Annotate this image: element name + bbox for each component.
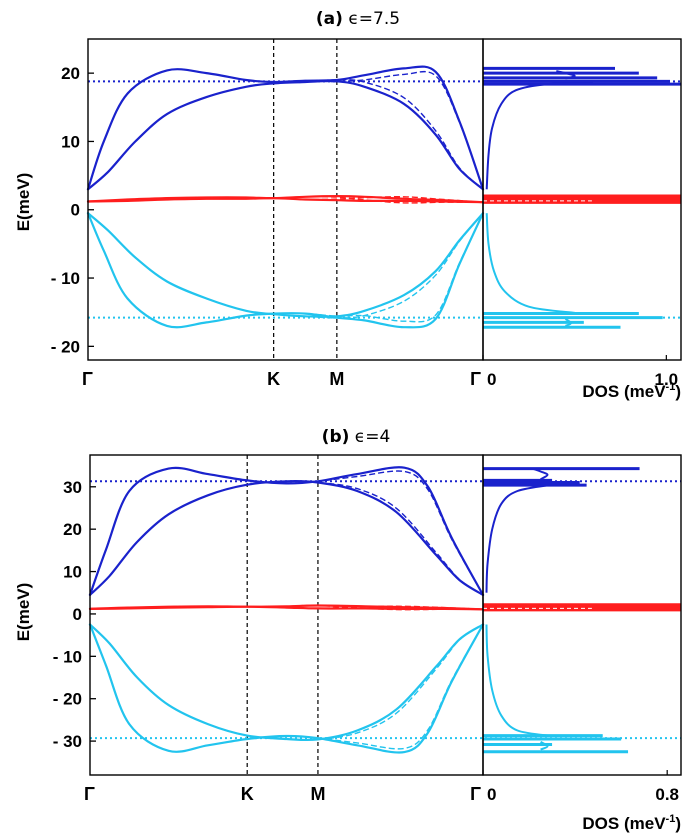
panel-a-dos-curve-2 [485, 213, 575, 314]
panel-a-y-ticks: 20 10 0 - 10 - 20 [51, 64, 94, 356]
panel-b-band-frame [89, 454, 484, 776]
panel-a-band-lower-4-dashed [87, 212, 484, 328]
panel-b-band-lower-5 [88, 623, 485, 742]
panel-b-dos-curve-2 [485, 624, 553, 737]
panel-a-y-axis-label: E(meV) [14, 173, 33, 232]
panel-b-k-label-Γ: Γ [84, 784, 95, 804]
panel-b-dos-curve-0 [485, 483, 553, 593]
panel-b-y-tick-label: 20 [63, 520, 82, 539]
panel-b-y-ticks: 30 20 10 0 - 10 - 20 - 30 [53, 478, 96, 751]
panel-b-dos-frame [482, 454, 682, 776]
panel-b-y-tick-label: 0 [73, 605, 82, 624]
panel-b-title: (b) ϵ=4 [322, 427, 391, 447]
panel-a-dos-series [483, 66, 681, 329]
panel-b-band-grid [90, 455, 681, 775]
panel-b-k-label-K: K [241, 784, 254, 804]
panel-b-k-label-Γ: Γ [470, 784, 481, 804]
panel-b-dos-ticks: 0 0.8 [482, 770, 679, 804]
panel-a-dos-curve-0 [485, 81, 594, 190]
panel-b-y-tick-label: - 10 [53, 647, 82, 666]
panel-b-dos-curve-3 [540, 741, 549, 751]
panel-b-y-tick-label: 30 [63, 478, 82, 497]
panel-b-dos-curve-1 [533, 468, 549, 481]
panel-a-band-grid [88, 39, 681, 360]
panel-a-y-tick-label: - 20 [51, 337, 80, 356]
panel-b-band-series [88, 466, 485, 754]
panel-a-k-label-K: K [267, 369, 280, 389]
panel-a-band-upper-1 [86, 79, 485, 191]
panel-a-dos-axis-label: DOS (meV-1) [582, 381, 681, 401]
panel-a-dos-tick-label: 1.0 [655, 370, 679, 389]
panel-a-k-label-Γ: Γ [470, 369, 481, 389]
panel-a-band-upper-0-dashed [87, 68, 484, 190]
panel-b-band-upper-0-dashed [89, 467, 484, 596]
panel-b-band-lower-4-dashed [89, 624, 484, 753]
panel-a-band-series [86, 65, 485, 329]
panel-b-band-lower-5-dashed [89, 623, 484, 741]
panel-a-band-upper-1-dashed [87, 79, 484, 190]
panel-a-y-tick-label: 10 [61, 132, 80, 151]
panel-b-dos-tick-label: 0 [487, 785, 496, 804]
panel-a-dos-tick-label: 0 [487, 370, 496, 389]
panel-a-y-tick-label: 0 [71, 201, 80, 220]
panel-b-y-tick-label: 10 [63, 563, 82, 582]
panel-a-title: (a) ϵ=7.5 [316, 9, 400, 29]
panel-a-band-lower-4 [86, 212, 485, 329]
panel-a-y-tick-label: 20 [61, 64, 80, 83]
panel-b-k-label-M: M [310, 784, 325, 804]
panel-a-k-label-M: M [329, 369, 344, 389]
panel-a-y-tick-label: - 10 [51, 269, 80, 288]
panel-b-y-tick-label: - 20 [53, 690, 82, 709]
panel-a-dos-ticks: 0 1.0 [482, 355, 679, 389]
panel-b-band-flat-3-dashed [89, 605, 484, 610]
panel-a-dos-frame [482, 38, 682, 361]
panel-b-y-tick-label: - 30 [53, 732, 82, 751]
panel-a-band-upper-0 [86, 65, 485, 191]
panel-a-band-flat-2-dashed [87, 195, 484, 204]
panel-b-dos-axis-label: DOS (meV-1) [582, 813, 681, 833]
panel-a-k-label-Γ: Γ [82, 369, 93, 389]
panel-a-band-flat-3-dashed [87, 196, 484, 203]
panel-b-y-axis-label: E(meV) [14, 583, 33, 642]
panel-b-dos-tick-label: 0.8 [655, 785, 679, 804]
panel-b-band-upper-1-dashed [89, 480, 484, 596]
panel-a-band-lower-5 [86, 212, 485, 318]
panel-b-dos-series [483, 467, 681, 754]
panel-a-band-lower-5-dashed [87, 212, 484, 319]
